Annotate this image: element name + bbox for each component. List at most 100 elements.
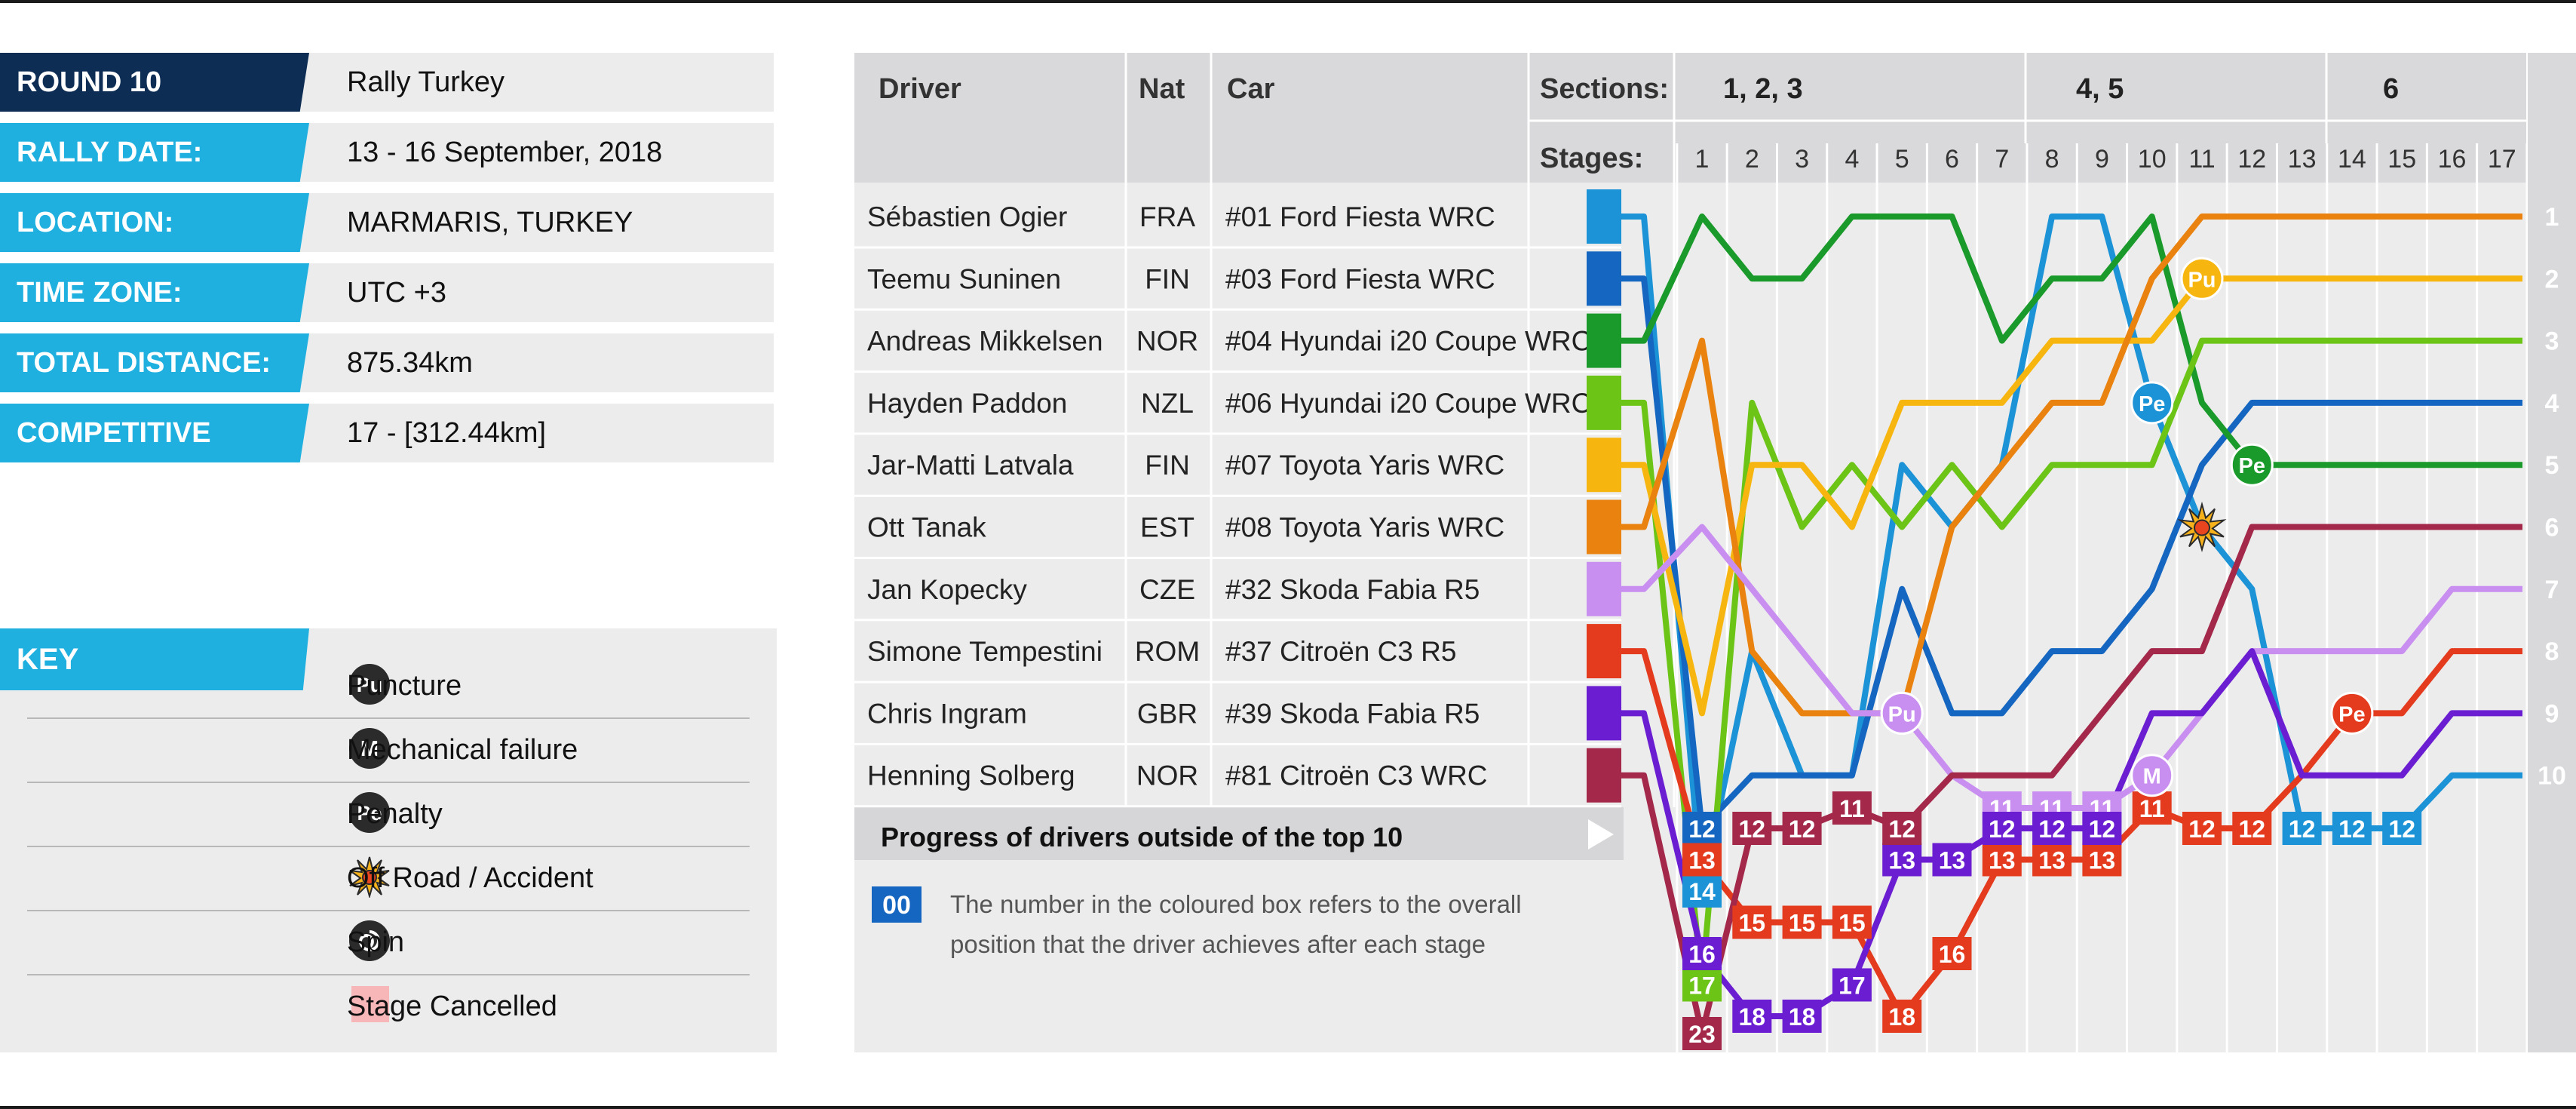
stage-tick-label: 3: [1795, 145, 1809, 174]
stage-tick-label: 10: [2138, 145, 2167, 174]
driver-nat: ROM: [1135, 636, 1200, 667]
key-divider: [27, 717, 750, 719]
stage-tick-label: 14: [2338, 145, 2366, 174]
event-marker-Pe: [2130, 381, 2174, 425]
event-marker-M: [2130, 754, 2174, 797]
total-distance-value: 875.34km: [347, 347, 473, 379]
driver-nat: NOR: [1136, 760, 1198, 791]
stage-tick-label: 7: [1995, 145, 2009, 174]
position-box-label: 13: [2089, 847, 2116, 874]
outside-arrow-icon: [1588, 819, 1614, 849]
position-box: [1882, 1000, 1922, 1033]
driver-nat: NOR: [1136, 326, 1198, 357]
top-rule: [0, 0, 2576, 3]
position-box: [2332, 812, 2372, 845]
driver-position-line: [1621, 275, 2522, 831]
location-value: MARMARIS, TURKEY: [347, 207, 633, 238]
stage-tick-label: 15: [2387, 145, 2416, 174]
total-distance-label: TOTAL DISTANCE:: [0, 333, 309, 392]
svg-text:Pu: Pu: [357, 674, 383, 696]
driver-color-swatch: [1587, 189, 1621, 244]
position-box-label: 12: [2188, 816, 2216, 843]
driver-name: Chris Ingram: [867, 698, 1027, 729]
driver-nat: CZE: [1139, 574, 1195, 605]
stage-tick-label: 1: [1695, 145, 1710, 174]
info-row-timezone: TIME ZONE: UTC +3: [0, 263, 774, 322]
stage-tick-label: 4: [1845, 145, 1859, 174]
final-position-label: 6: [2545, 514, 2559, 542]
final-position-label: 4: [2545, 389, 2559, 418]
position-box-label: 12: [2089, 816, 2116, 843]
final-position-label: 5: [2545, 451, 2559, 480]
final-position-column: [2528, 53, 2576, 1052]
time-zone-label: TIME ZONE:: [0, 263, 309, 322]
section-label-3: 6: [2383, 73, 2399, 105]
driver-car: #03 Ford Fiesta WRC: [1225, 263, 1495, 294]
stage-tick-label: 2: [1745, 145, 1759, 174]
competitive-stages-value: 17 - [312.44km]: [347, 417, 547, 449]
final-position-label: 3: [2545, 327, 2559, 356]
position-box-label: 15: [1789, 910, 1816, 937]
final-position-label: 2: [2545, 265, 2559, 293]
svg-text:M: M: [360, 737, 379, 761]
key-divider: [27, 782, 750, 783]
position-box: [1682, 968, 1722, 1002]
header-sections: Sections:: [1540, 73, 1669, 105]
position-box: [1832, 905, 1872, 939]
position-box: [1782, 812, 1822, 845]
key-divider: [27, 910, 750, 911]
position-box-label: 13: [1939, 847, 1966, 874]
driver-car: #39 Skoda Fabia R5: [1225, 698, 1480, 729]
key-label-spin: Spin: [347, 926, 405, 958]
round-value: Rally Turkey: [347, 66, 505, 98]
driver-car: #06 Hyundai i20 Coupe WRC: [1225, 388, 1591, 419]
stage-tick-label: 16: [2438, 145, 2467, 174]
position-box: [2032, 843, 2072, 877]
key-label-penalty: Penalty: [347, 798, 443, 830]
stage-tick-label: 12: [2237, 145, 2266, 174]
position-box-label: 11: [1839, 795, 1865, 822]
stage-tick-label: 8: [2045, 145, 2059, 174]
driver-name: Teemu Suninen: [867, 263, 1061, 294]
driver-car: #07 Toyota Yaris WRC: [1225, 450, 1504, 481]
position-box: [2232, 812, 2272, 845]
header-background: [854, 53, 2526, 183]
position-box-label: 15: [1838, 910, 1866, 937]
position-box-label: 17: [1688, 972, 1716, 1000]
driver-car: #08 Toyota Yaris WRC: [1225, 512, 1504, 543]
spin-icon: [349, 920, 390, 961]
info-row-round: ROUND 10 Rally Turkey: [0, 53, 774, 112]
position-box: [1732, 812, 1772, 845]
position-box-label: 12: [2388, 816, 2415, 843]
position-box: [1932, 843, 1972, 877]
position-box-label: 12: [1739, 816, 1766, 843]
driver-color-swatch: [1587, 438, 1621, 493]
driver-name: Jan Kopecky: [867, 574, 1027, 605]
position-box-label: 13: [1989, 847, 2016, 874]
bottom-rule: [0, 1106, 2576, 1109]
position-box-label: 12: [1888, 816, 1915, 843]
header-car: Car: [1227, 73, 1275, 105]
stage-tick-label: 6: [1945, 145, 1959, 174]
driver-position-line: [1621, 275, 2522, 717]
driver-position-line: [1621, 214, 2522, 717]
driver-name: Sébastien Ogier: [867, 201, 1067, 232]
header-stages: Stages:: [1540, 143, 1643, 174]
position-box: [1732, 905, 1772, 939]
outside-banner: [854, 807, 1624, 860]
position-box: [1982, 812, 2022, 845]
driver-color-swatch: [1587, 313, 1621, 368]
driver-nat: EST: [1140, 512, 1194, 543]
driver-car: #32 Skoda Fabia R5: [1225, 574, 1480, 605]
position-box-label: 18: [1888, 1003, 1915, 1031]
driver-color-swatch: [1587, 375, 1621, 430]
position-box: [2132, 791, 2172, 825]
position-box-label: 13: [1888, 847, 1915, 874]
header-nat: Nat: [1139, 73, 1185, 105]
penalty-icon: Pe: [349, 792, 390, 833]
event-marker-Pe: [2230, 443, 2274, 487]
location-label: LOCATION:: [0, 193, 309, 252]
event-marker-label: Pu: [1888, 702, 1916, 727]
position-box: [2182, 812, 2222, 845]
